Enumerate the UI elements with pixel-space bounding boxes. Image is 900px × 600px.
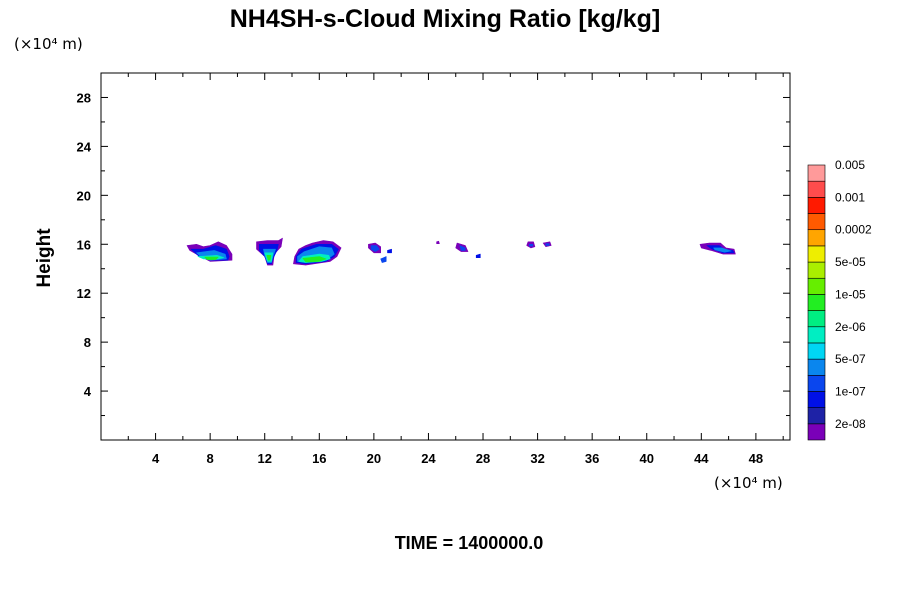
y-tick-label: 8 [84,335,91,350]
cloud-3 [293,240,342,266]
y-unit-label: (×10⁴ m) [14,35,83,53]
speck-2-level-2 [387,248,392,254]
colorbar-label: 0.005 [835,158,865,172]
cloud-4 [368,242,382,254]
colorbar-swatch [807,164,826,182]
colorbar-swatch [807,407,826,425]
x-unit-label: (×10⁴ m) [714,474,783,492]
cloud-4-level-3 [370,245,380,252]
cloud-2 [256,237,283,266]
speck-1-level-3 [380,256,387,263]
colorbar-label: 5e-05 [835,255,866,269]
y-tick-label: 16 [77,237,91,252]
speck-3-level-0 [436,240,440,244]
speck-3 [436,240,440,244]
y-tick-label: 12 [77,286,91,301]
colorbar-swatch [807,326,826,344]
colorbar-swatch [807,245,826,263]
colorbar-swatch [807,180,826,198]
cloud-8-level-4 [713,247,732,253]
cloud-6-level-3 [529,244,534,247]
time-label: TIME = 1400000.0 [395,533,544,553]
colorbar-label: 2e-08 [835,417,866,431]
speck-1 [380,256,387,263]
chart-title: NH4SH-s-Cloud Mixing Ratio [kg/kg] [230,5,661,33]
colorbar-swatch [807,229,826,247]
x-tick-label: 36 [585,451,599,466]
x-tick-label: 24 [421,451,436,466]
cloud-1-level-8 [204,256,219,260]
colorbar-label: 2e-06 [835,320,866,334]
x-tick-label: 28 [476,451,490,466]
colorbar-swatch [807,277,826,295]
y-tick-label: 20 [77,188,91,203]
x-tick-label: 40 [640,451,654,466]
colorbar-swatch [807,294,826,311]
x-tick-label: 48 [749,451,763,466]
y-axis-title: Height [34,228,55,288]
cloud-1 [186,241,233,262]
speck-2 [387,248,392,254]
colorbar-swatch [807,342,826,360]
colorbar-swatch [807,374,826,392]
cloud-5 [455,242,469,252]
speck-4 [475,253,481,259]
cloud-8 [699,242,736,255]
colorbar-swatch [807,261,826,279]
colorbar-label: 5e-07 [835,352,866,366]
colorbar-label: 1e-07 [835,385,866,399]
x-tick-label: 20 [367,451,381,466]
colorbar-swatch [807,423,826,441]
colorbar-swatch [807,213,826,231]
y-tick-label: 4 [84,384,92,399]
plot-frame [100,72,791,441]
y-tick-label: 24 [77,139,92,154]
colorbar-label: 0.0002 [835,223,872,237]
x-tick-label: 12 [257,451,271,466]
cloud-5-level-3 [459,245,466,251]
x-tick-label: 44 [694,451,709,466]
colorbar-label: 1e-05 [835,287,866,301]
x-tick-label: 8 [207,451,214,466]
cloud-7 [542,241,552,247]
plot-area [186,237,736,266]
x-tick-label: 4 [152,451,160,466]
colorbar-swatch [807,358,826,376]
cloud-7-level-3 [545,243,550,246]
cloud-2-level-8 [266,255,272,261]
colorbar-swatch [807,197,826,214]
speck-4-level-2 [475,253,481,259]
cloud-3-level-8 [302,256,327,263]
x-tick-label: 16 [312,451,326,466]
y-tick-label: 28 [77,90,91,105]
colorbar-swatch [807,310,826,328]
colorbar-label: 0.001 [835,190,865,204]
colorbar-swatch [807,391,826,408]
cloud-6 [526,241,536,249]
x-tick-label: 32 [530,451,544,466]
colorbar: 2e-08 1e-07 5e-07 2e-06 1e-05 5e-05 0.0002 0.00… [807,158,872,441]
